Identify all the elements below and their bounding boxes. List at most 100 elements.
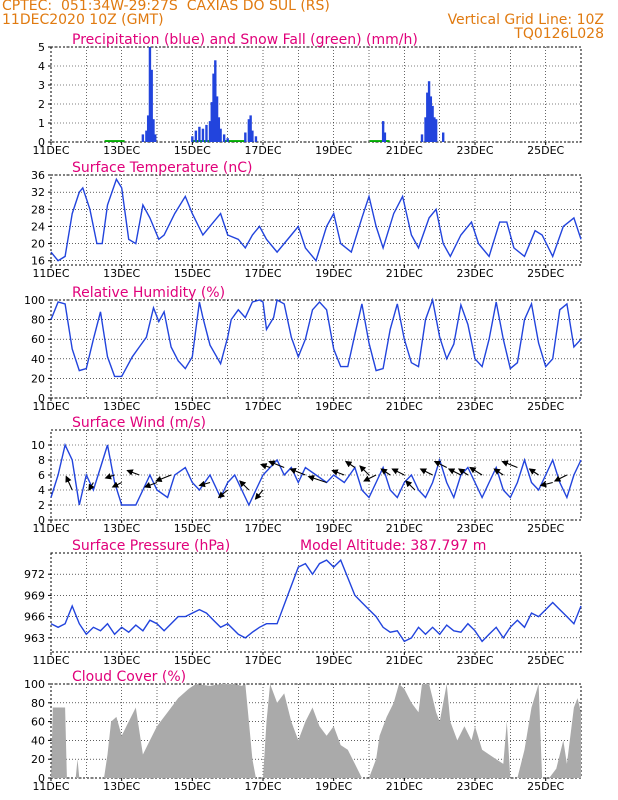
pres-xtick-label: 19DEC xyxy=(315,654,352,667)
wind-vector xyxy=(155,474,172,483)
header-grid-note: Vertical Grid Line: 10Z xyxy=(447,12,604,28)
wind-vector xyxy=(528,468,539,476)
snow-bar xyxy=(224,140,245,142)
precip-frame xyxy=(50,46,582,143)
precip-bar xyxy=(431,105,434,142)
precip-bar xyxy=(201,128,205,142)
pres-series-line xyxy=(50,558,582,643)
precip-title: Precipitation (blue) and Snow Fall (gree… xyxy=(72,32,418,48)
wind-vector xyxy=(469,466,483,476)
pres-ytick-label: 963 xyxy=(24,632,45,645)
cloud-ytick-label: 60 xyxy=(31,716,45,729)
wind-vector xyxy=(104,473,115,480)
temp-xtick-label: 11DEC xyxy=(32,267,69,280)
precip-ytick-label: 4 xyxy=(38,60,45,73)
pres-ytick-label: 966 xyxy=(24,611,45,624)
precip-bar xyxy=(381,121,385,142)
header-date: 11DEC2020 10Z (GMT) xyxy=(2,12,164,28)
cloud-area xyxy=(51,684,581,778)
rh-series-line xyxy=(50,297,582,378)
precip-bar xyxy=(217,117,221,142)
temp-ytick-label: 36 xyxy=(31,169,45,182)
rh-ytick-label: 80 xyxy=(31,314,45,327)
rh-title: Relative Humidity (%) xyxy=(72,285,225,301)
wind-vector xyxy=(260,463,271,470)
pres-xtick-label: 21DEC xyxy=(386,654,423,667)
wind-ytick-label: 2 xyxy=(38,499,45,512)
pres-xtick-label: 13DEC xyxy=(103,654,140,667)
precip-xtick-label: 19DEC xyxy=(315,144,352,157)
precip-bar xyxy=(254,136,258,142)
wind-title: Surface Wind (m/s) xyxy=(72,415,206,431)
precip-xtick-label: 21DEC xyxy=(386,144,423,157)
wind-ytick-label: 8 xyxy=(38,454,45,467)
temp-xtick-label: 13DEC xyxy=(103,267,140,280)
wind-ytick-label: 0 xyxy=(38,514,45,527)
temp-xtick-label: 19DEC xyxy=(315,267,352,280)
precip-bar xyxy=(212,73,215,142)
precip-bar xyxy=(226,138,229,142)
rh-ytick-label: 100 xyxy=(24,294,45,307)
rh-xtick-label: 13DEC xyxy=(103,400,140,413)
wind-xtick-label: 11DEC xyxy=(32,522,69,535)
precip-bar xyxy=(247,119,251,142)
precip-bar xyxy=(249,115,252,142)
wind-vector xyxy=(419,468,433,476)
pres-xtick-label: 15DEC xyxy=(174,654,211,667)
pres-annotation: Model Altitude: 387.797 m xyxy=(300,538,486,554)
pres-ytick-label: 972 xyxy=(24,568,45,581)
wind-vector xyxy=(539,480,553,488)
wind-vector xyxy=(331,469,345,476)
wind-vector xyxy=(143,481,158,489)
wind-vector xyxy=(391,468,405,476)
cloud-xtick-label: 13DEC xyxy=(103,780,140,793)
precip-ytick-label: 3 xyxy=(38,79,45,92)
precip-bar xyxy=(210,102,213,142)
precip-bar xyxy=(219,128,222,142)
wind-vector xyxy=(268,460,285,469)
wind-xtick-label: 21DEC xyxy=(386,522,423,535)
wind-xtick-label: 23DEC xyxy=(456,522,493,535)
rh-ytick-label: 0 xyxy=(38,392,45,405)
precip-bar xyxy=(154,134,157,142)
wind-vector xyxy=(88,482,95,491)
wind-vector xyxy=(65,475,73,491)
cloud-xtick-label: 17DEC xyxy=(244,780,281,793)
header-station: CPTEC: 051:34W-29:27S CAXIAS DO SUL (RS) xyxy=(2,0,330,14)
rh-ytick-label: 20 xyxy=(31,372,45,385)
cloud-ytick-label: 40 xyxy=(31,734,45,747)
cloud-ytick-label: 20 xyxy=(31,753,45,766)
cloud-xtick-label: 19DEC xyxy=(315,780,352,793)
temp-xtick-label: 21DEC xyxy=(386,267,423,280)
rh-xtick-label: 23DEC xyxy=(456,400,493,413)
pres-xtick-label: 25DEC xyxy=(527,654,564,667)
cloud-ytick-label: 80 xyxy=(31,697,45,710)
precip-bar xyxy=(198,126,201,142)
precip-bar xyxy=(208,121,212,142)
cloud-xtick-label: 21DEC xyxy=(386,780,423,793)
wind-vector xyxy=(553,474,568,482)
pres-xtick-label: 17DEC xyxy=(244,654,281,667)
rh-frame xyxy=(50,299,582,399)
wind-xtick-label: 19DEC xyxy=(315,522,352,535)
wind-xtick-label: 15DEC xyxy=(174,522,211,535)
precip-bar xyxy=(222,134,226,142)
cloud-ytick-label: 100 xyxy=(24,678,45,691)
wind-vector xyxy=(307,475,327,484)
wind-vector xyxy=(289,467,306,476)
precip-ytick-label: 1 xyxy=(38,117,45,130)
wind-xtick-label: 25DEC xyxy=(527,522,564,535)
cloud-xtick-label: 25DEC xyxy=(527,780,564,793)
precip-bar xyxy=(145,130,148,142)
wind-vector xyxy=(359,465,370,476)
cloud-xtick-label: 11DEC xyxy=(32,780,69,793)
rh-xtick-label: 15DEC xyxy=(174,400,211,413)
rh-xtick-label: 21DEC xyxy=(386,400,423,413)
precip-bar xyxy=(191,136,194,142)
wind-xtick-label: 13DEC xyxy=(103,522,140,535)
wind-xtick-label: 17DEC xyxy=(244,522,281,535)
wind-vector xyxy=(344,460,356,468)
wind-vector xyxy=(254,489,264,500)
rh-xtick-label: 25DEC xyxy=(527,400,564,413)
